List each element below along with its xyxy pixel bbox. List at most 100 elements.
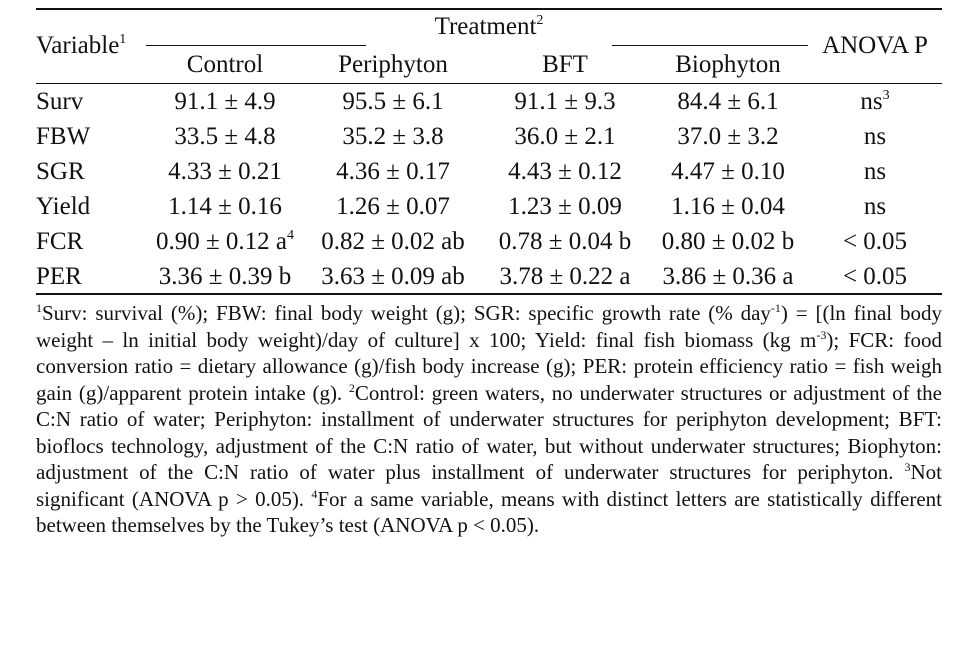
cell-bft: 91.1 ± 9.3 — [482, 87, 648, 117]
cell-anova-p: < 0.05 — [808, 227, 942, 257]
cell-control-footnote-mark: 4 — [287, 228, 295, 243]
footnote-1-mark: 1 — [36, 301, 42, 315]
cell-control-value: 91.1 ± 4.9 — [174, 88, 276, 115]
cell-periphyton-value: 35.2 ± 3.8 — [342, 123, 444, 150]
bottom-rule — [36, 293, 942, 295]
row-variable: SGR — [36, 157, 146, 187]
row-variable-value: Surv — [36, 88, 84, 115]
cell-bft-value: 0.78 ± 0.04 b — [498, 228, 632, 255]
cell-bft-value: 1.23 ± 0.09 — [508, 193, 622, 220]
treatment-rule-right — [612, 45, 808, 46]
cell-control: 91.1 ± 4.9 — [140, 87, 310, 117]
cell-anova-p: < 0.05 — [808, 262, 942, 292]
cell-control-value: 3.36 ± 0.39 b — [158, 263, 292, 290]
footnote-3-text: Not significant (ANOVA p > 0.05). — [36, 460, 942, 511]
anova-header: ANOVA P — [822, 32, 928, 59]
cell-anova-p: ns3 — [808, 87, 942, 117]
footnote-2-mark: 2 — [348, 380, 355, 395]
footnote-1-sup-day: -1 — [770, 301, 781, 315]
cell-anova-p-value: ns — [863, 158, 887, 185]
footnote-4-mark: 4 — [311, 486, 318, 501]
cell-control-value: 1.14 ± 0.16 — [168, 193, 282, 220]
cell-bft: 1.23 ± 0.09 — [482, 192, 648, 222]
row-variable: Yield — [36, 192, 146, 222]
cell-periphyton-value: 1.26 ± 0.07 — [336, 193, 450, 220]
row-variable: FBW — [36, 122, 146, 152]
cell-biophyton: 4.47 ± 0.10 — [648, 157, 808, 187]
cell-periphyton-value: 0.82 ± 0.02 ab — [321, 228, 465, 255]
footnote-3-mark: 3 — [904, 460, 911, 474]
cell-biophyton-value: 3.86 ± 0.36 a — [662, 263, 794, 290]
row-variable-value: PER — [36, 263, 82, 290]
footnote-1-sup-m: -3 — [816, 327, 827, 342]
cell-periphyton: 4.36 ± 0.17 — [304, 157, 482, 187]
cell-biophyton-value: 84.4 ± 6.1 — [677, 88, 779, 115]
row-variable-value: FBW — [36, 123, 91, 150]
cell-anova-p: ns — [808, 157, 942, 187]
footnote-1-text-c: ); FCR: food conversion ratio = dietary … — [36, 327, 942, 405]
cell-anova-p-footnote-mark: 3 — [882, 88, 890, 103]
cell-control: 4.33 ± 0.21 — [140, 157, 310, 187]
cell-anova-p: ns — [808, 192, 942, 222]
cell-periphyton-value: 4.36 ± 0.17 — [336, 158, 450, 185]
row-variable-value: Yield — [36, 193, 91, 220]
cell-biophyton-value: 4.47 ± 0.10 — [671, 158, 785, 185]
cell-biophyton-value: 0.80 ± 0.02 b — [661, 228, 795, 255]
cell-biophyton: 1.16 ± 0.04 — [648, 192, 808, 222]
top-rule — [36, 8, 942, 10]
cell-periphyton-value: 3.63 ± 0.09 ab — [321, 263, 465, 290]
cell-bft: 0.78 ± 0.04 b — [482, 227, 648, 257]
cell-bft-value: 36.0 ± 2.1 — [514, 123, 616, 150]
group-header-biophyton: Biophyton — [675, 51, 781, 78]
cell-periphyton: 3.63 ± 0.09 ab — [304, 262, 482, 292]
cell-control: 1.14 ± 0.16 — [140, 192, 310, 222]
row-variable: FCR — [36, 227, 146, 257]
cell-control: 0.90 ± 0.12 a4 — [140, 227, 310, 257]
group-header-control: Control — [186, 51, 264, 78]
cell-periphyton: 95.5 ± 6.1 — [304, 87, 482, 117]
cell-bft: 4.43 ± 0.12 — [482, 157, 648, 187]
footnote-1-text-a: Surv: survival (%); FBW: final body weig… — [42, 301, 771, 325]
cell-biophyton: 37.0 ± 3.2 — [648, 122, 808, 152]
cell-anova-p-value: ns — [860, 88, 883, 115]
cell-periphyton: 35.2 ± 3.8 — [304, 122, 482, 152]
variable-header-footnote-mark: 1 — [119, 32, 127, 47]
header-rule — [36, 83, 942, 84]
row-variable-value: FCR — [36, 228, 84, 255]
row-variable: PER — [36, 262, 146, 292]
group-header-bft: BFT — [542, 51, 588, 78]
cell-anova-p: ns — [808, 122, 942, 152]
footnote-1-text-b: ) = [(ln final body weight – ln initial … — [36, 301, 942, 352]
cell-anova-p-value: < 0.05 — [842, 228, 908, 255]
footnote-2-text: Control: green waters, no underwater str… — [36, 380, 942, 485]
cell-control: 3.36 ± 0.39 b — [140, 262, 310, 292]
cell-anova-p-value: ns — [863, 193, 887, 220]
cell-bft-value: 3.78 ± 0.22 a — [499, 263, 631, 290]
table-footnotes: 1Surv: survival (%); FBW: final body wei… — [36, 300, 942, 539]
cell-biophyton-value: 1.16 ± 0.04 — [671, 193, 785, 220]
cell-bft: 36.0 ± 2.1 — [482, 122, 648, 152]
cell-periphyton-value: 95.5 ± 6.1 — [342, 88, 444, 115]
cell-control-value: 4.33 ± 0.21 — [168, 158, 282, 185]
footnote-4-text: For a same variable, means with distinct… — [36, 486, 942, 538]
cell-biophyton: 0.80 ± 0.02 b — [648, 227, 808, 257]
cell-control: 33.5 ± 4.8 — [140, 122, 310, 152]
cell-bft-value: 91.1 ± 9.3 — [514, 88, 616, 115]
treatment-header: Treatment2 — [366, 12, 612, 42]
cell-anova-p-value: ns — [863, 123, 887, 150]
cell-biophyton-value: 37.0 ± 3.2 — [677, 123, 779, 150]
cell-bft: 3.78 ± 0.22 a — [482, 262, 648, 292]
variable-header-label: Variable — [36, 32, 120, 59]
cell-anova-p-value: < 0.05 — [842, 263, 908, 290]
row-variable: Surv — [36, 87, 146, 117]
cell-bft-value: 4.43 ± 0.12 — [508, 158, 622, 185]
group-header-periphyton: Periphyton — [338, 51, 448, 78]
cell-biophyton: 3.86 ± 0.36 a — [648, 262, 808, 292]
treatment-header-footnote-mark: 2 — [536, 13, 544, 28]
cell-control-value: 33.5 ± 4.8 — [174, 123, 276, 150]
cell-control-value: 0.90 ± 0.12 a — [155, 228, 288, 255]
cell-periphyton: 1.26 ± 0.07 — [304, 192, 482, 222]
treatment-header-label: Treatment — [434, 13, 537, 40]
variable-header: Variable1 — [36, 31, 126, 61]
